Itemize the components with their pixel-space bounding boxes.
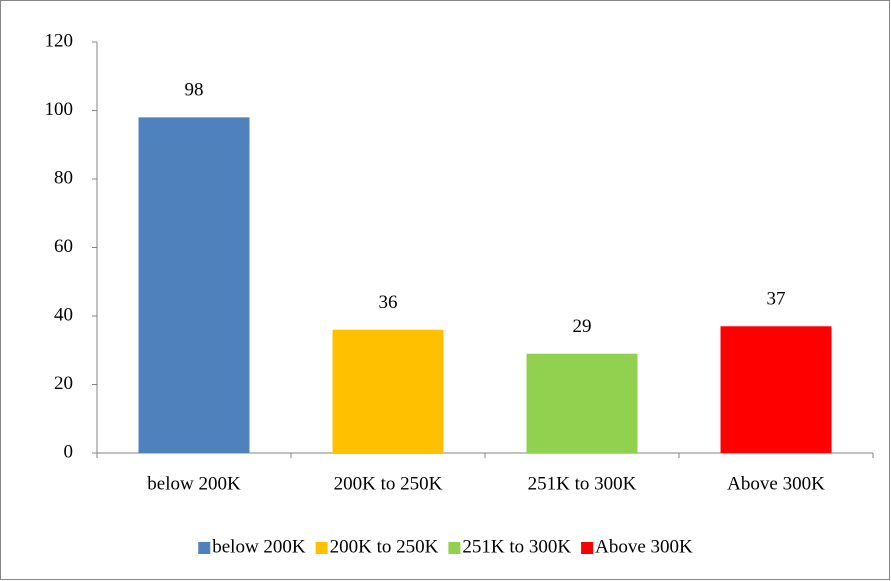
- legend-swatch: [448, 542, 461, 554]
- y-tick-label: 120: [45, 30, 74, 51]
- y-tick-label: 80: [54, 167, 73, 188]
- data-label: 29: [573, 316, 592, 337]
- legend-label: 200K to 250K: [330, 536, 439, 557]
- legend-label: 251K to 300K: [462, 536, 571, 557]
- legend-label: below 200K: [212, 536, 306, 557]
- bar: [526, 353, 638, 453]
- y-tick-label: 0: [64, 441, 74, 462]
- bar: [332, 329, 444, 453]
- data-label: 36: [379, 292, 398, 313]
- bar: [720, 326, 832, 453]
- data-label: 98: [185, 80, 204, 101]
- y-tick-label: 40: [54, 304, 73, 325]
- y-tick-label: 100: [45, 99, 74, 120]
- x-tick-label: below 200K: [147, 473, 241, 494]
- legend-swatch: [198, 542, 211, 554]
- x-tick-label: 251K to 300K: [528, 473, 637, 494]
- x-tick-label: Above 300K: [727, 473, 825, 494]
- y-tick-label: 60: [54, 236, 73, 257]
- y-tick-label: 20: [54, 373, 73, 394]
- legend-swatch: [581, 542, 594, 554]
- bar: [138, 117, 250, 453]
- legend-swatch: [315, 542, 328, 554]
- data-label: 37: [767, 289, 786, 310]
- legend-label: Above 300K: [595, 536, 693, 557]
- x-tick-label: 200K to 250K: [334, 473, 443, 494]
